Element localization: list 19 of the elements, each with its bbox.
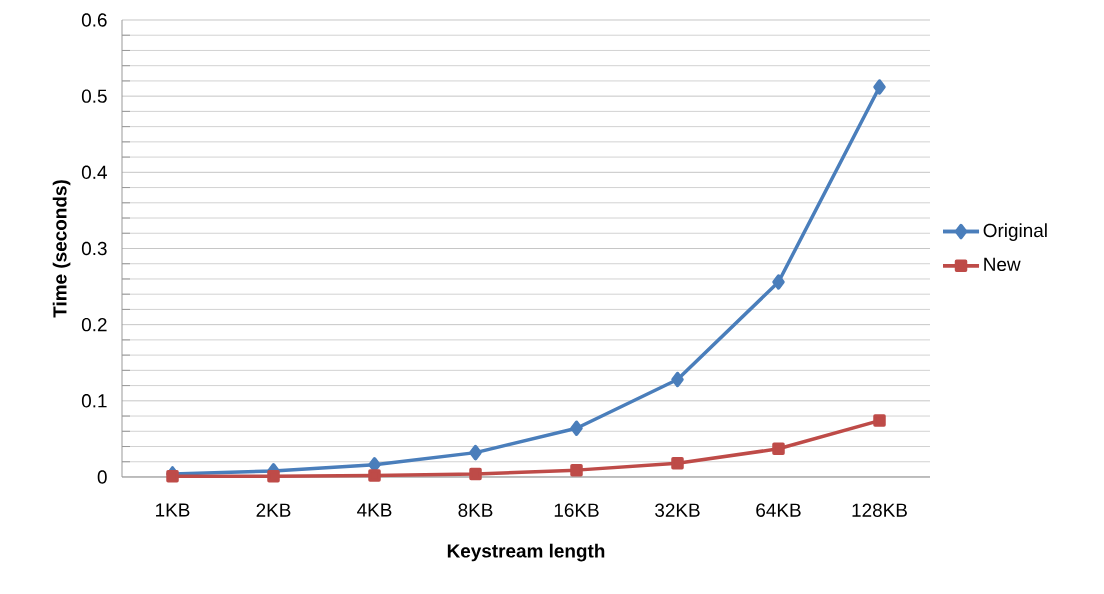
y-tick-label: 0.5 [81, 89, 107, 103]
x-axis-title: Keystream length [447, 543, 605, 562]
y-tick-label: 0.4 [81, 165, 107, 180]
x-tick-label: 128KB [852, 503, 907, 517]
y-tick-label: 0.3 [81, 241, 107, 256]
x-tick-label: 1KB [156, 503, 190, 517]
y-tick-label: 0.1 [81, 394, 107, 408]
y-tick-label: 0.6 [81, 13, 107, 27]
x-tick-label: 16KB [554, 503, 599, 517]
x-tick-label: 32KB [655, 503, 700, 517]
y-axis-title: Time (seconds) [52, 180, 71, 318]
x-tick-label: 2KB [256, 503, 291, 517]
y-tick-label: 0 [97, 470, 107, 484]
x-tick-label: 4KB [357, 503, 392, 517]
legend-label: New [984, 257, 1021, 272]
y-tick-label: 0.2 [81, 317, 107, 332]
legend-label: Original [983, 223, 1047, 241]
x-tick-label: 8KB [458, 503, 493, 517]
x-tick-label: 64KB [756, 503, 801, 517]
